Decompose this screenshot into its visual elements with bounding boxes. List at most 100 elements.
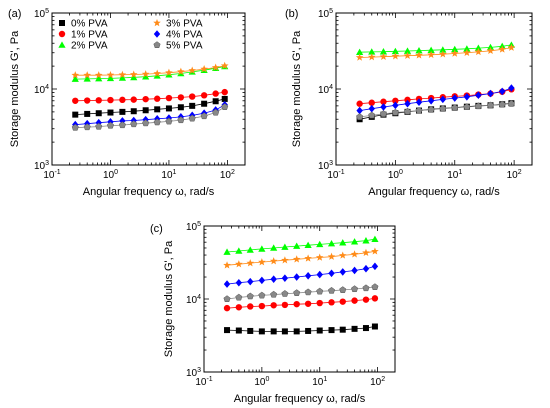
data-point — [95, 122, 103, 130]
data-point — [356, 113, 364, 120]
data-point — [223, 295, 231, 302]
data-point — [165, 94, 173, 102]
y-tick-label: 103 — [318, 160, 333, 172]
data-point — [391, 47, 399, 55]
data-point — [84, 97, 91, 104]
data-point — [281, 243, 289, 250]
data-point — [403, 47, 412, 54]
data-point — [71, 71, 80, 79]
data-point — [212, 90, 219, 97]
series-5-pva — [356, 100, 515, 120]
data-point — [270, 275, 277, 283]
data-point — [371, 283, 379, 290]
data-point — [224, 327, 231, 334]
x-tick-label: 100 — [254, 376, 269, 388]
legend-label: 4% PVA — [166, 30, 203, 41]
data-point — [258, 302, 266, 310]
data-point — [356, 106, 363, 115]
data-point — [356, 100, 363, 107]
legend-marker — [153, 41, 161, 48]
data-point — [72, 111, 79, 118]
data-point — [165, 68, 173, 76]
data-point — [212, 98, 219, 105]
y-tick-label: 104 — [186, 294, 201, 306]
data-point — [439, 95, 447, 104]
legend-marker — [58, 30, 66, 38]
data-point — [95, 97, 102, 104]
data-point — [221, 103, 229, 110]
data-point — [499, 87, 506, 96]
data-point — [403, 107, 412, 115]
data-point — [177, 67, 185, 75]
data-point — [141, 70, 150, 78]
data-point — [487, 89, 494, 98]
data-point — [391, 108, 399, 116]
data-point — [246, 246, 254, 253]
data-point — [223, 280, 231, 288]
data-point — [107, 96, 114, 104]
data-point — [293, 273, 300, 281]
legend-label: 5% PVA — [166, 41, 203, 52]
series-3-pva — [71, 61, 229, 79]
data-point — [351, 297, 358, 304]
data-point — [474, 47, 483, 56]
y-tick-label: 105 — [186, 221, 201, 233]
legend-marker — [59, 20, 65, 26]
data-point — [130, 96, 137, 103]
data-point — [415, 47, 423, 54]
series-5-pva — [223, 283, 379, 302]
data-point — [177, 104, 184, 111]
data-point — [246, 259, 255, 267]
data-point — [130, 73, 138, 81]
data-point — [72, 97, 79, 104]
data-point — [304, 300, 312, 307]
legend-marker — [153, 19, 161, 27]
y-tick-label: 104 — [318, 84, 333, 96]
data-point — [258, 258, 266, 266]
data-point — [154, 95, 161, 102]
data-point — [177, 116, 185, 124]
data-point — [235, 260, 243, 268]
data-point — [427, 50, 435, 59]
x-axis-label: Angular frequency ω, rad/s — [368, 186, 500, 198]
data-point — [439, 50, 447, 58]
data-point — [328, 269, 335, 278]
data-point — [83, 123, 91, 131]
data-point — [304, 271, 312, 280]
data-point — [338, 251, 347, 259]
x-tick-label: 10-1 — [327, 169, 344, 181]
data-point — [281, 256, 289, 264]
data-point — [281, 328, 288, 335]
data-point — [142, 73, 150, 80]
series-0-pva — [72, 95, 228, 118]
data-point — [327, 239, 336, 247]
data-point — [507, 43, 516, 51]
data-point — [415, 106, 423, 114]
data-point — [165, 117, 173, 125]
data-point — [451, 94, 458, 102]
data-point — [201, 100, 208, 107]
data-point — [293, 328, 300, 335]
data-point — [328, 286, 336, 294]
data-point — [350, 250, 359, 258]
series-2-pva — [356, 41, 516, 55]
data-point — [129, 70, 138, 78]
data-point — [235, 247, 243, 254]
series-2-pva — [71, 62, 229, 82]
data-point — [404, 96, 411, 104]
series-1-pva — [223, 295, 379, 312]
data-point — [107, 109, 114, 116]
x-tick-label: 10-1 — [195, 376, 212, 388]
y-tick-label: 104 — [34, 84, 49, 96]
data-point — [292, 255, 301, 263]
data-point — [293, 300, 300, 308]
data-point — [351, 266, 358, 275]
data-point — [339, 298, 346, 305]
data-point — [258, 245, 266, 252]
series-1-pva — [72, 88, 228, 104]
data-point — [106, 121, 114, 129]
data-point — [339, 239, 347, 246]
data-point — [106, 74, 115, 82]
data-point — [165, 105, 172, 112]
